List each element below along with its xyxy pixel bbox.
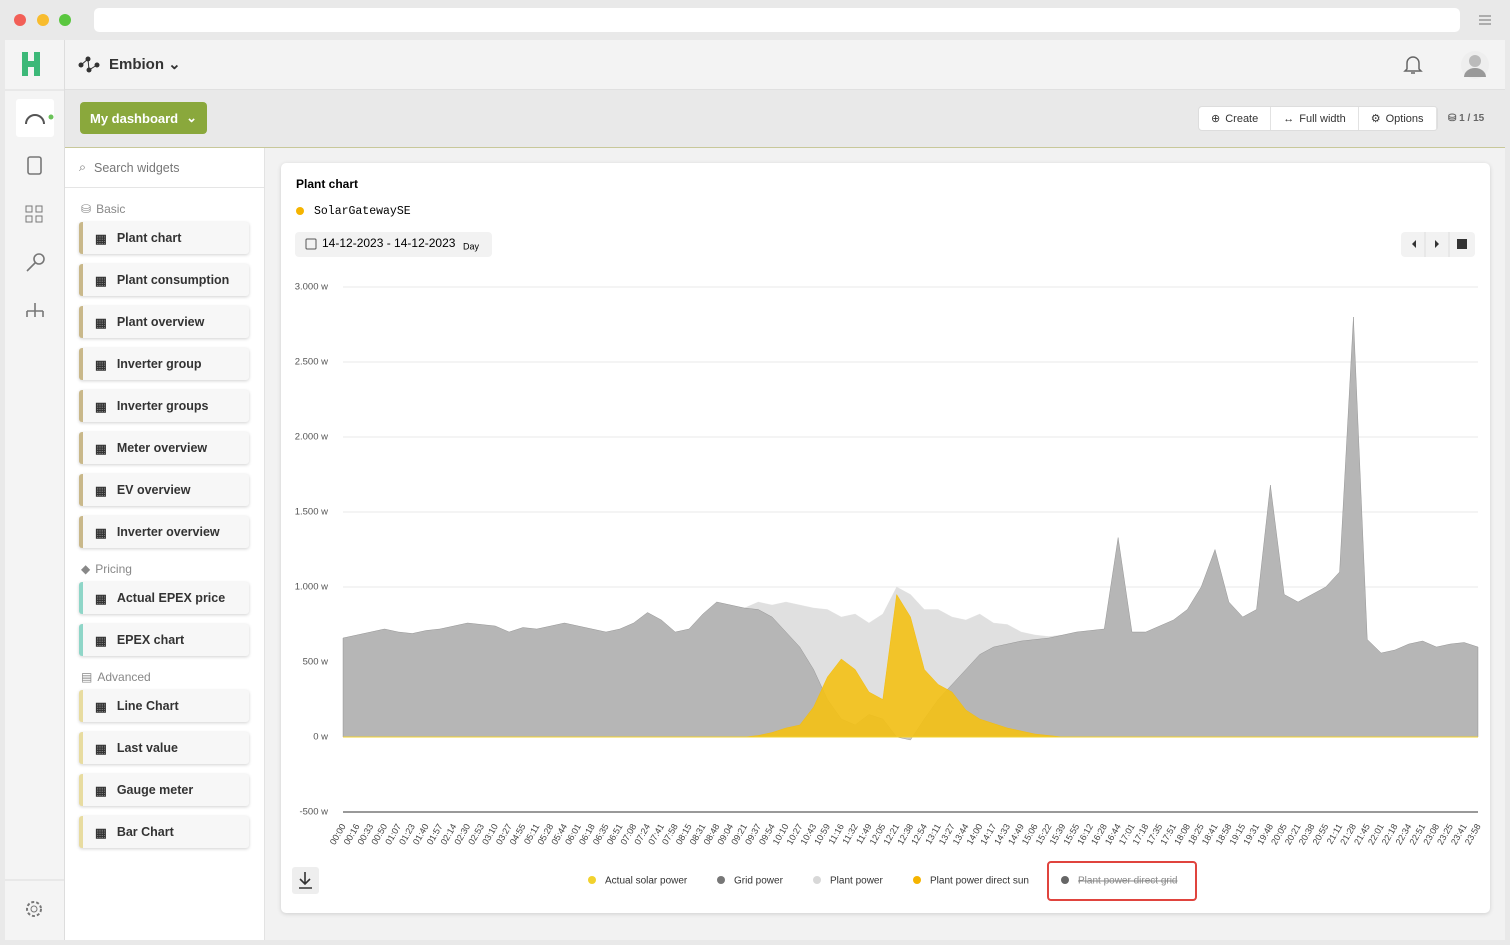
legend-marker[interactable] (588, 876, 596, 884)
legend-label[interactable]: Plant power (830, 876, 883, 887)
period[interactable]: Day (463, 241, 480, 251)
legend-label[interactable]: Actual solar power (605, 876, 688, 887)
date-range[interactable]: 14-12-2023 - 14-12-2023 (322, 236, 456, 250)
legend-marker[interactable] (913, 876, 921, 884)
legend-marker[interactable] (813, 876, 821, 884)
legend-label[interactable]: Plant power direct sun (930, 876, 1029, 887)
y-tick-label: 3.000 w (295, 282, 328, 293)
legend-marker[interactable] (1061, 876, 1069, 884)
legend-marker[interactable] (717, 876, 725, 884)
y-tick-label: 1.000 w (295, 582, 328, 593)
legend-label[interactable]: Grid power (734, 876, 784, 887)
y-tick-label: 500 w (303, 657, 328, 668)
y-tick-label: 0 w (313, 732, 328, 743)
legend-label[interactable]: Plant power direct grid (1078, 876, 1178, 887)
source-name: SolarGatewaySE (314, 205, 411, 218)
y-tick-label: 1.500 w (295, 507, 328, 518)
y-tick-label: -500 w (299, 807, 328, 818)
chart-title: Plant chart (296, 177, 358, 191)
y-tick-label: 2.500 w (295, 357, 328, 368)
y-tick-label: 2.000 w (295, 432, 328, 443)
